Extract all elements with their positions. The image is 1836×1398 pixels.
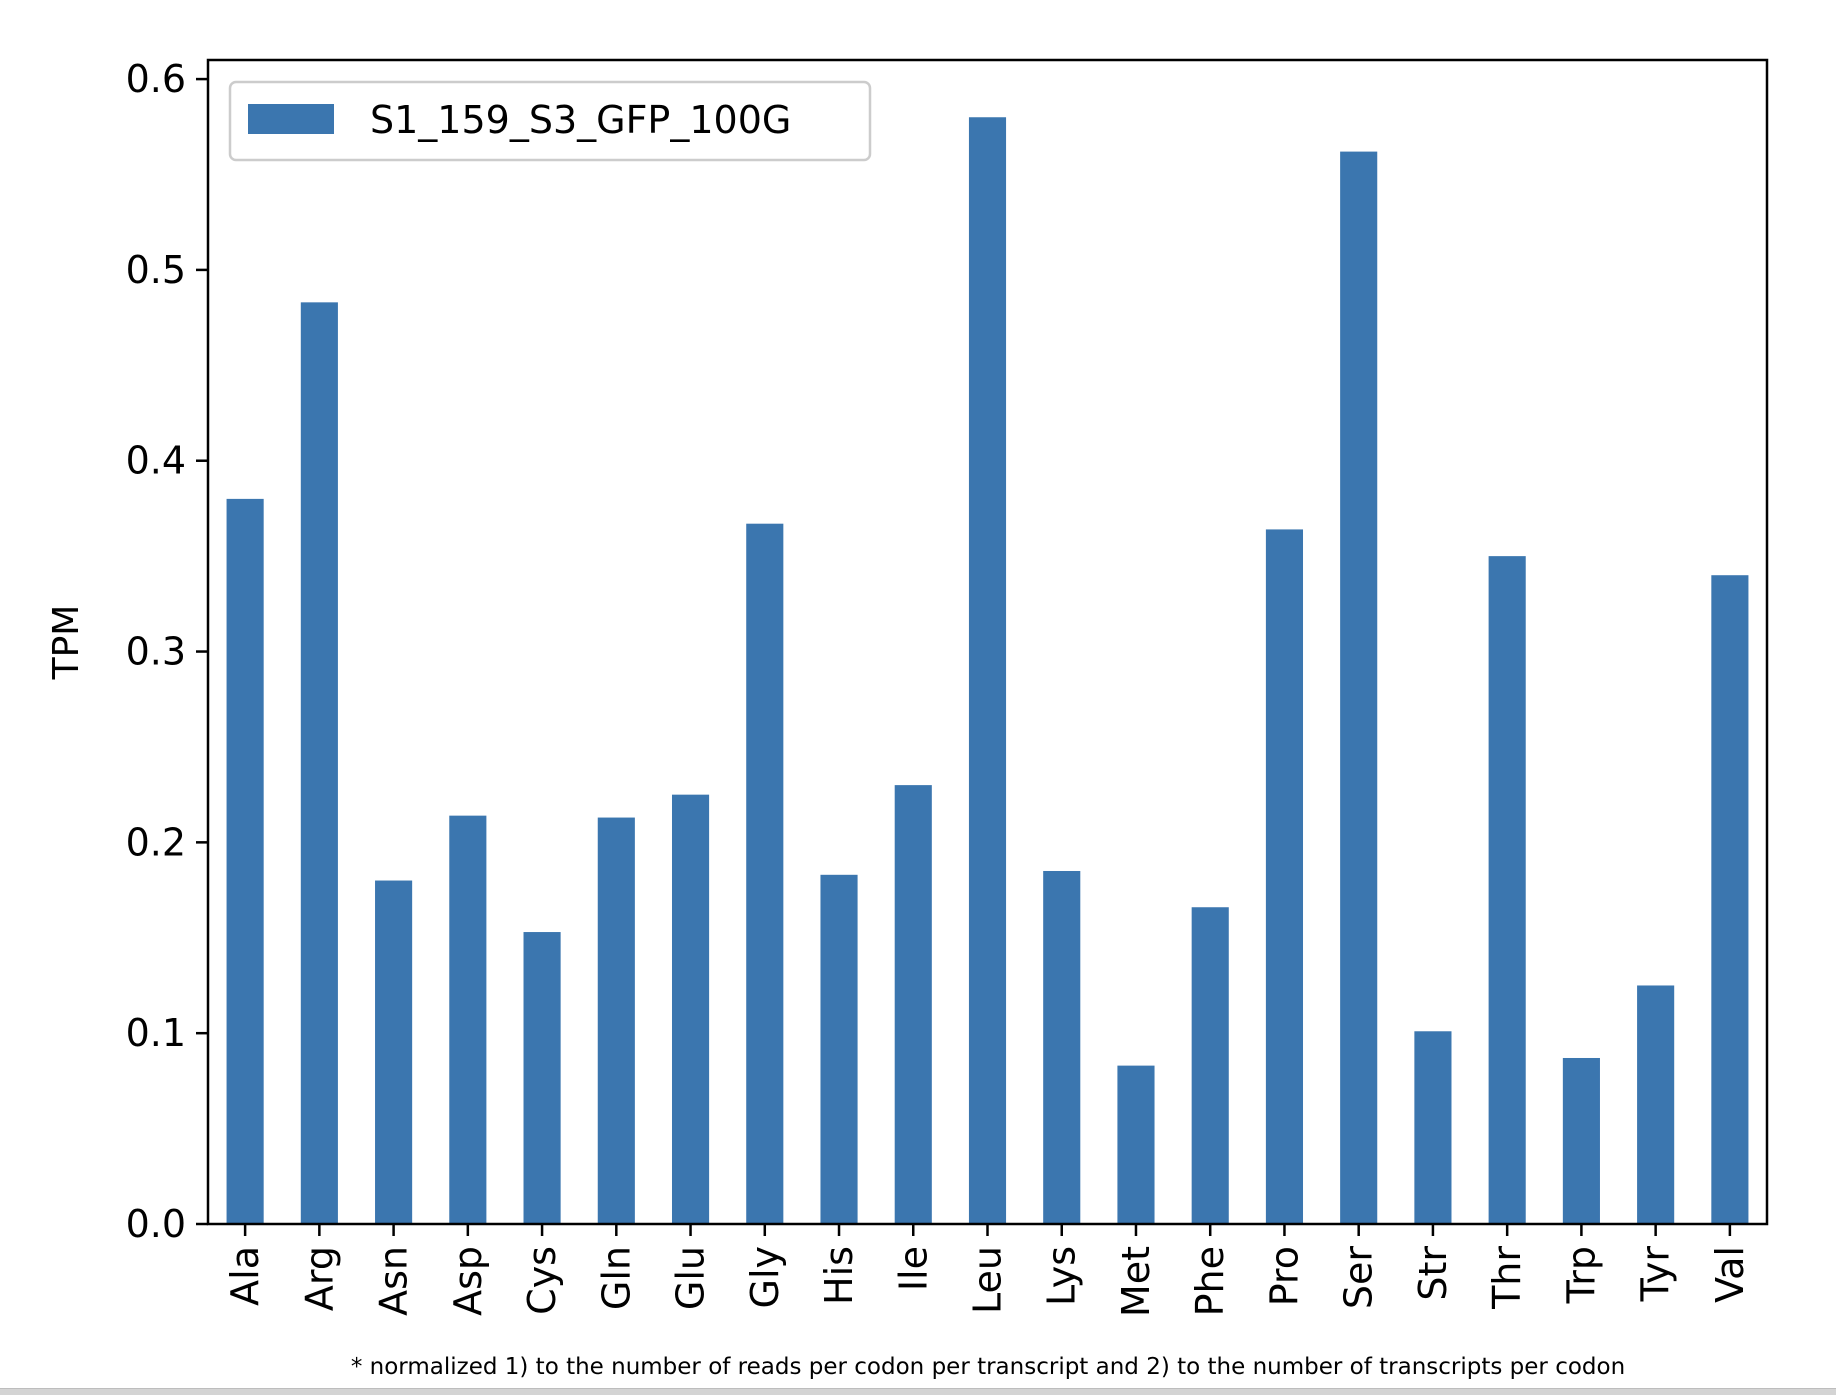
bar-trp <box>1562 1057 1600 1224</box>
bar-arg <box>300 302 338 1225</box>
plot-frame <box>206 58 1769 1226</box>
legend-swatch <box>248 104 334 134</box>
x-tick-label: Lys <box>1040 1246 1084 1306</box>
x-tick-label: Leu <box>966 1246 1010 1314</box>
bar-pro <box>1265 529 1304 1224</box>
x-tick-label: Cys <box>520 1246 564 1315</box>
y-tick-label: 0.5 <box>126 248 186 292</box>
bar-cys <box>523 932 561 1224</box>
x-tick-label: Thr <box>1485 1246 1529 1310</box>
x-tick-label: Pro <box>1262 1246 1306 1306</box>
x-tick-label: Gln <box>594 1246 638 1310</box>
footnote: * normalized 1) to the number of reads p… <box>351 1354 1625 1380</box>
bar-phe <box>1191 907 1229 1224</box>
x-tick-label: Str <box>1411 1246 1455 1301</box>
x-tick-label: Asp <box>446 1246 490 1316</box>
x-tick-label: Arg <box>297 1246 341 1311</box>
y-tick-label: 0.3 <box>126 630 186 674</box>
bar-his <box>820 874 858 1224</box>
x-tick-label: Ala <box>223 1246 267 1306</box>
bar-glu <box>671 794 710 1224</box>
y-tick-label: 0.4 <box>126 439 186 483</box>
x-tick-label: Ser <box>1337 1246 1381 1310</box>
x-tick-label: Glu <box>669 1246 713 1310</box>
legend-label: S1_159_S3_GFP_100G <box>370 98 791 142</box>
bar-asp <box>449 815 487 1224</box>
bar-met <box>1117 1065 1155 1224</box>
bar-val <box>1711 575 1749 1224</box>
bar-tyr <box>1637 985 1675 1224</box>
x-tick-label: Phe <box>1188 1246 1232 1316</box>
bars-group <box>226 117 1749 1225</box>
bar-str <box>1414 1031 1452 1224</box>
x-tick-label: Met <box>1114 1246 1158 1317</box>
bar-gly <box>746 523 784 1224</box>
y-axis-label: TPM <box>46 605 87 681</box>
y-tick-label: 0.0 <box>126 1202 186 1246</box>
x-tick-label: Tyr <box>1634 1246 1678 1303</box>
bar-asn <box>375 880 413 1224</box>
y-tick-label: 0.2 <box>126 820 186 864</box>
x-tick-label: Trp <box>1559 1246 1603 1304</box>
bar-ala <box>226 498 264 1224</box>
y-tick-label: 0.1 <box>126 1011 186 1055</box>
bar-thr <box>1488 556 1526 1224</box>
x-tick-label: His <box>817 1246 861 1305</box>
bar-gln <box>597 817 635 1224</box>
x-tick-label: Ile <box>891 1246 935 1291</box>
bar-leu <box>968 117 1007 1225</box>
bar-ile <box>894 785 932 1224</box>
y-tick-label: 0.6 <box>126 57 186 101</box>
bar-ser <box>1340 151 1378 1224</box>
x-tick-label: Val <box>1708 1246 1752 1303</box>
x-axis: Ala Arg Asn Asp Cys Gln Glu Gly His Ile Leu Lys Met P… <box>223 1224 1752 1317</box>
legend-box <box>228 80 872 162</box>
bar-lys <box>1043 870 1081 1224</box>
x-tick-label: Gly <box>743 1246 787 1309</box>
legend: S1_159_S3_GFP_100G <box>228 80 872 162</box>
window-bottom-edge <box>0 1388 1836 1395</box>
y-axis: 0.0 0.1 0.2 0.3 0.4 0.5 0.6 <box>126 57 208 1246</box>
x-tick-label: Asn <box>372 1246 416 1316</box>
